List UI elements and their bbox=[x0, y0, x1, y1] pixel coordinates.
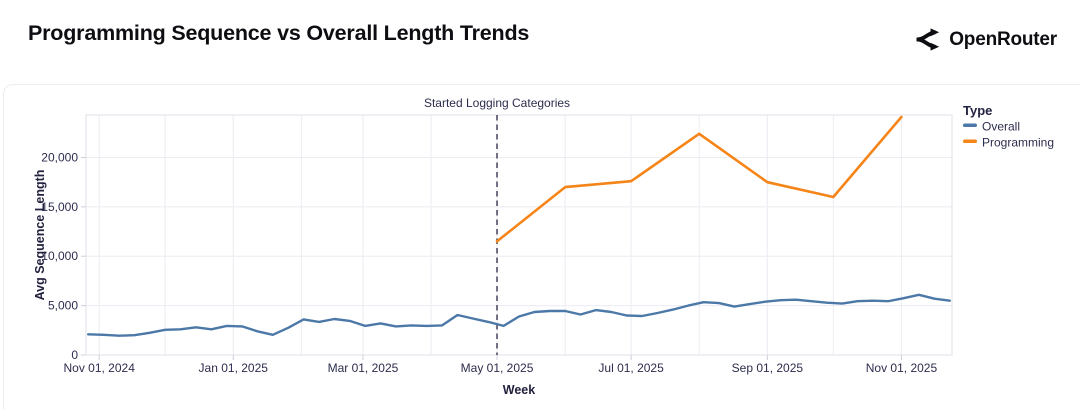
legend-title: Type bbox=[963, 103, 992, 118]
openrouter-logo[interactable]: OpenRouter bbox=[913, 26, 1057, 53]
y-tick-label: 0 bbox=[71, 348, 78, 362]
legend: Overall Programming bbox=[963, 120, 1054, 150]
y-tick-label: 10,000 bbox=[41, 249, 78, 263]
series-line-overall bbox=[86, 293, 951, 337]
legend-swatch bbox=[963, 139, 977, 143]
x-tick-label: Jan 01, 2025 bbox=[199, 361, 269, 375]
legend-label: Overall bbox=[982, 120, 1020, 134]
openrouter-logo-text: OpenRouter bbox=[949, 28, 1057, 50]
legend-item-overall[interactable]: Overall bbox=[963, 120, 1020, 134]
page-title: Programming Sequence vs Overall Length T… bbox=[28, 21, 530, 45]
y-tick-label: 20,000 bbox=[41, 150, 78, 164]
x-tick-label: Mar 01, 2025 bbox=[328, 361, 399, 375]
axis-tick-labels: 0 5,000 10,000 15,000 20,000 Nov 01, 2024 Jan … bbox=[41, 150, 937, 375]
axis-ticks bbox=[81, 156, 902, 360]
x-tick-label: Nov 01, 2025 bbox=[866, 361, 938, 375]
y-tick-label: 15,000 bbox=[41, 200, 78, 214]
series-lines bbox=[86, 115, 951, 337]
legend-label: Programming bbox=[982, 136, 1054, 150]
annotation-label: Started Logging Categories bbox=[424, 96, 570, 110]
x-tick-label: Nov 01, 2024 bbox=[63, 361, 135, 375]
y-tick-label: 5,000 bbox=[48, 299, 78, 313]
legend-swatch bbox=[963, 123, 977, 127]
horizontal-gridlines bbox=[86, 156, 952, 307]
legend-item-programming[interactable]: Programming bbox=[963, 136, 1054, 150]
series-line-programming bbox=[495, 115, 903, 243]
plot-area[interactable] bbox=[85, 114, 953, 356]
vertical-gridlines bbox=[98, 115, 902, 355]
x-axis-title: Week bbox=[503, 383, 535, 397]
y-axis-title: Avg Sequence Length bbox=[33, 170, 47, 301]
x-tick-label: May 01, 2025 bbox=[461, 361, 534, 375]
openrouter-logo-icon bbox=[913, 26, 940, 53]
x-tick-label: Jul 01, 2025 bbox=[598, 361, 664, 375]
x-tick-label: Sep 01, 2025 bbox=[732, 361, 804, 375]
